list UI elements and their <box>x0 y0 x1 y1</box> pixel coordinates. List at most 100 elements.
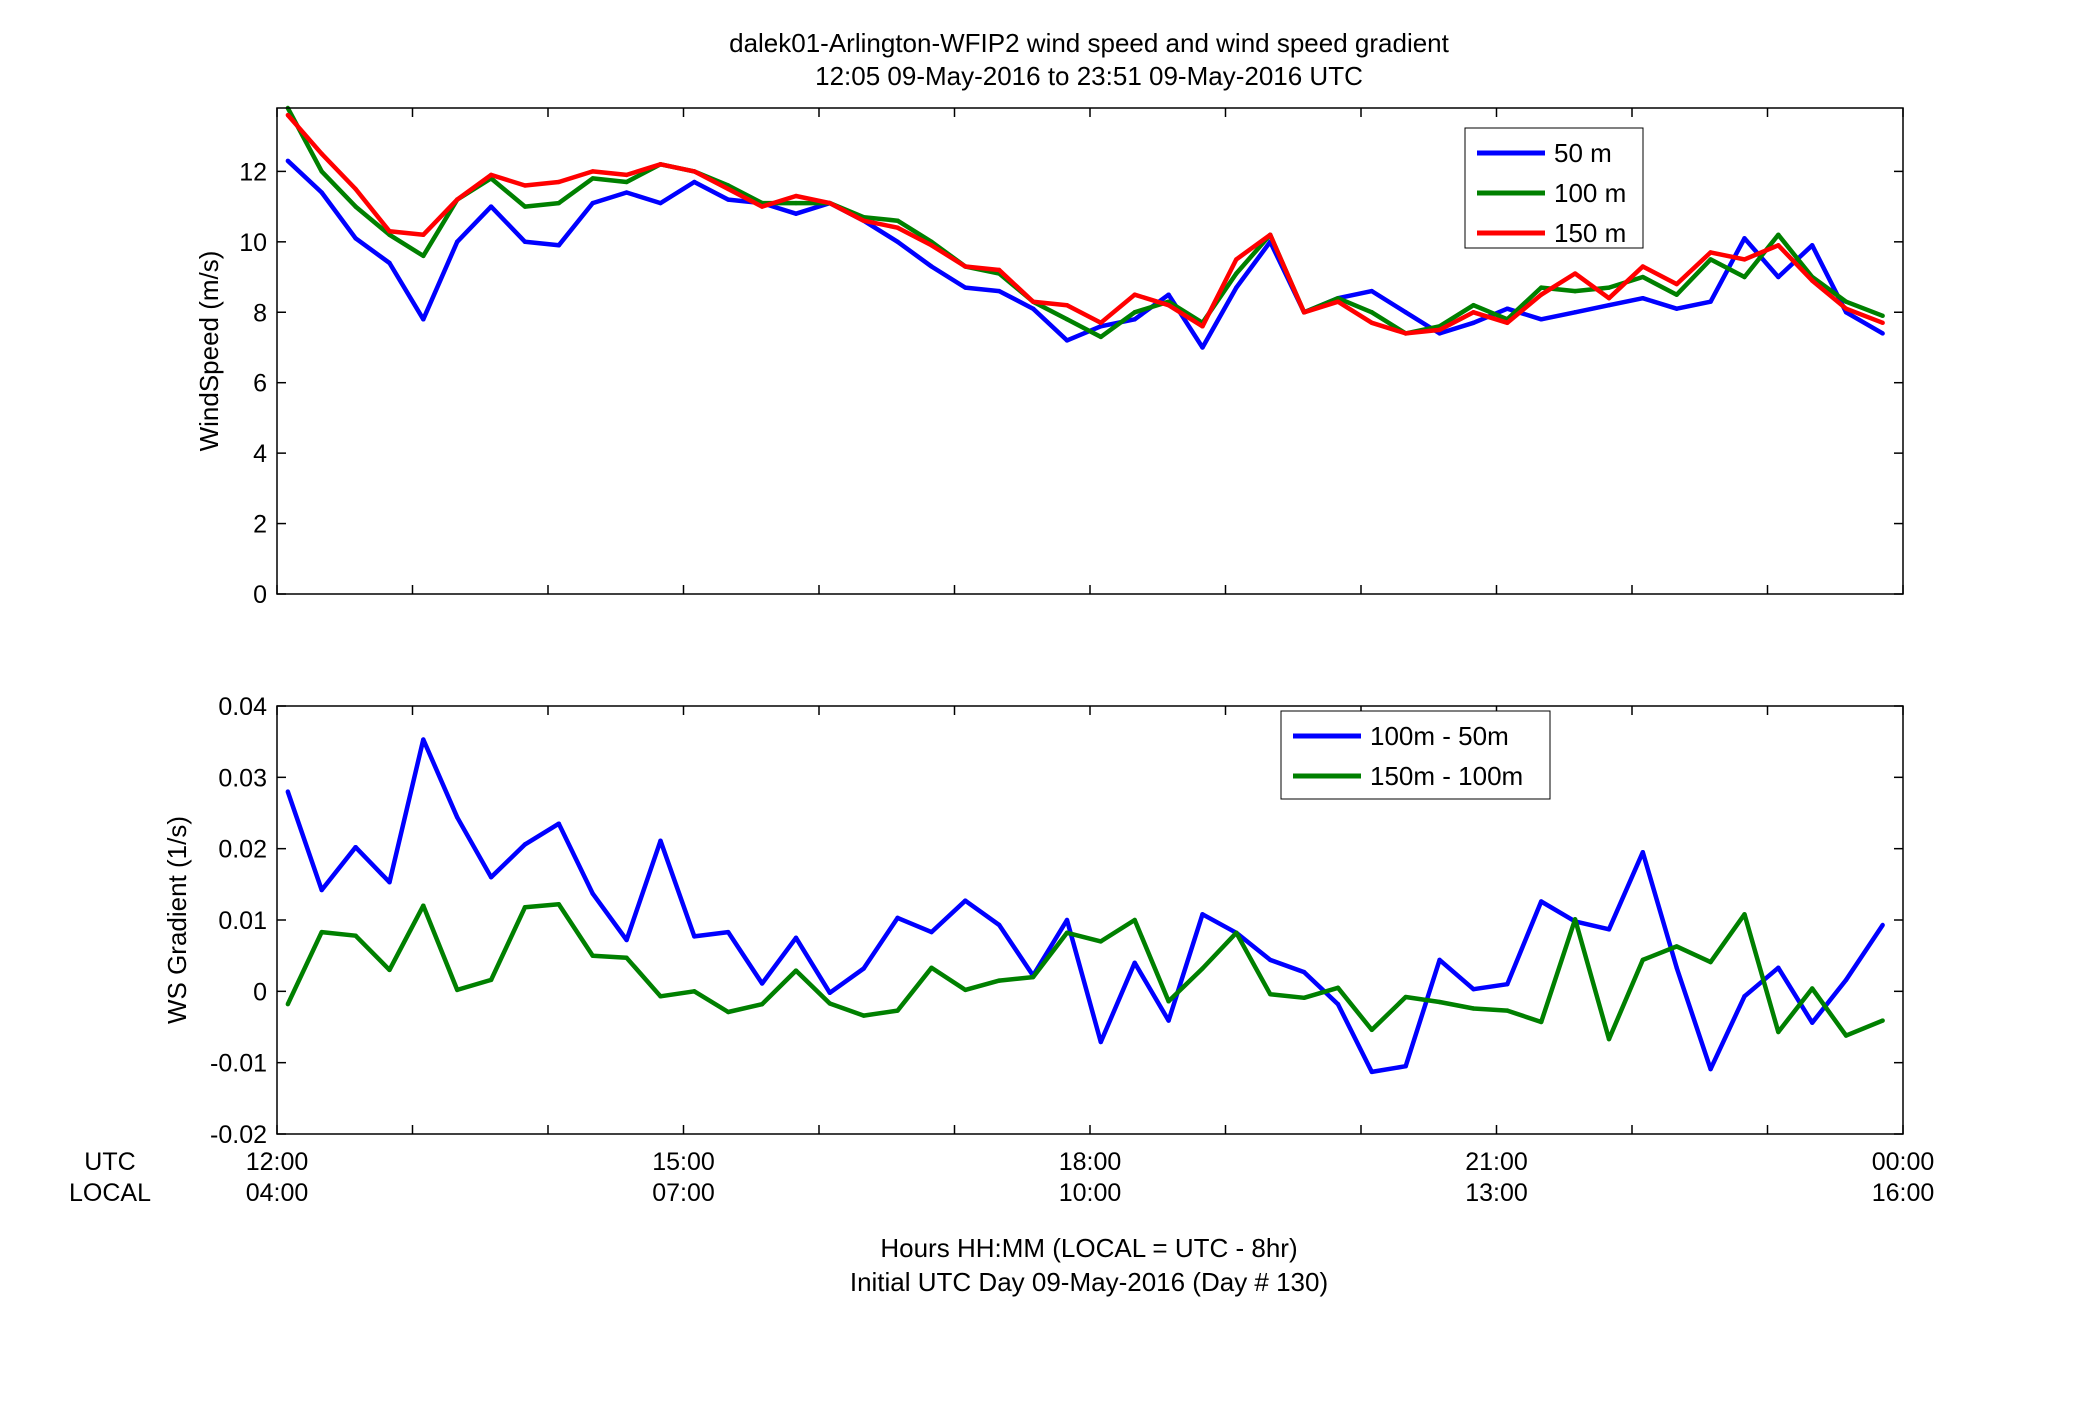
windspeed-series-150-m-point <box>1268 232 1273 237</box>
windspeed-series-150-m-point <box>1403 331 1408 336</box>
windspeed-ytick-label: 12 <box>239 158 267 186</box>
windspeed-series-100-m-point <box>1742 274 1747 280</box>
gradient-series-150m-100m-point <box>1369 1027 1375 1033</box>
gradient-series-150m-100m-point <box>726 1009 731 1015</box>
windspeed-series-150-m-line <box>286 113 1884 336</box>
windspeed-series-150-m-point <box>1030 299 1036 304</box>
windspeed-series-150-m-point <box>455 197 460 202</box>
windspeed-series-50-m-point <box>1132 317 1137 322</box>
gradient-ytick-label: 0.02 <box>218 836 267 864</box>
gradient-series-100m-50m-point <box>692 934 697 939</box>
utc-row-label: UTC <box>84 1148 135 1176</box>
windspeed-series-150-m-point <box>1810 278 1815 283</box>
windspeed-series-150-m-point <box>387 229 392 234</box>
gradient-series-100m-50m-point <box>1843 977 1849 983</box>
windspeed-series-150-m-point <box>1234 257 1239 262</box>
windspeed-series-50-m-point <box>590 200 595 206</box>
windspeed-series-50-m-point <box>1166 292 1171 297</box>
gradient-ytick-label: 0 <box>253 978 267 1006</box>
gradient-series-150m-100m-point <box>692 989 697 994</box>
windspeed-series-150-m-point <box>1064 303 1070 308</box>
windspeed-ytick-label: 0 <box>253 581 267 609</box>
x-tick-labels: 12:00 04:00 15:00 07:00 18:00 10:00 21:00 13:00… <box>246 1148 1935 1207</box>
windspeed-series-50-m-point <box>1880 331 1885 336</box>
windspeed-series-100-m-point <box>1776 232 1781 237</box>
windspeed-series-50-m-point <box>1234 285 1239 290</box>
gradient-series-150m-100m-point <box>1539 1019 1544 1025</box>
windspeed-series-150-m-point <box>1437 327 1442 333</box>
windspeed-series-150-m-point <box>1098 320 1104 326</box>
gradient-series-150m-100m-point <box>1064 930 1070 936</box>
windspeed-series-100-m-point <box>1471 303 1476 308</box>
gradient-series-100m-50m-point <box>1674 965 1679 970</box>
gradient-series-100m-50m-point <box>726 929 731 935</box>
gradient-series-100m-50m-point <box>1301 969 1307 975</box>
gradient-series-150m-100m-point <box>1268 991 1273 997</box>
x-tick-label-utc: 12:00 <box>246 1148 309 1176</box>
windspeed-series-100-m-point <box>319 169 324 174</box>
windspeed-series-100-m-point <box>1064 317 1070 322</box>
gradient-series-100m-50m-point <box>1505 982 1510 987</box>
chart-title-line2: 12:05 09-May-2016 to 23:51 09-May-2016 U… <box>815 61 1363 91</box>
windspeed-series-150-m-point <box>624 172 629 178</box>
gradient-series-150m-100m-point <box>1030 974 1036 980</box>
gradient-ytick-label: 0.04 <box>218 693 267 721</box>
x-tick-label-utc: 15:00 <box>652 1148 715 1176</box>
gradient-series-100m-50m-point <box>997 922 1002 928</box>
x-tick-label-local: 16:00 <box>1872 1179 1935 1207</box>
gradient-series-100m-50m-point <box>285 789 291 794</box>
gradient-series-150m-100m-point <box>353 933 358 938</box>
gradient-series-layer <box>285 737 1885 1075</box>
windspeed-series-150-m-point <box>1200 324 1205 329</box>
windspeed-series-50-m-point <box>1776 274 1781 280</box>
windspeed-series-150-m-point <box>827 200 833 206</box>
windspeed-series-150-m-point <box>1674 281 1679 287</box>
gradient-series-100m-50m-point <box>1200 912 1205 917</box>
windspeed-series-50-m-point <box>963 285 968 290</box>
windspeed-series-150-m-point <box>1606 295 1612 301</box>
gradient-series-150m-100m-point <box>1132 917 1137 923</box>
gradient-series-150m-100m-point <box>1166 999 1171 1004</box>
windspeed-series-50-m-point <box>319 190 324 195</box>
x-tick-label-utc: 18:00 <box>1059 1148 1122 1176</box>
windspeed-series-50-m-point <box>421 317 426 322</box>
windspeed-series-150-m-point <box>421 232 426 237</box>
windspeed-series-100-m-point <box>1539 285 1544 290</box>
windspeed-series-100-m-point <box>1606 285 1612 290</box>
gradient-series-100m-50m-point <box>1776 965 1781 970</box>
x-tick-label-utc: 00:00 <box>1872 1148 1935 1176</box>
windspeed-series-150-m-point <box>556 179 562 185</box>
gradient-series-150m-100m-point <box>455 987 460 993</box>
windspeed-series-50-m-point <box>997 288 1002 294</box>
gradient-series-150m-100m-point <box>1640 957 1646 963</box>
windspeed-series-50-m-point <box>1539 317 1544 322</box>
gradient-series-150m-100m-point <box>827 1001 833 1006</box>
windspeed-series-150-m-point <box>353 186 358 192</box>
gradient-series-100m-50m-point <box>1810 1020 1815 1025</box>
windspeed-series-50-m-point <box>522 239 528 245</box>
windspeed-series-150-m-point <box>1471 310 1476 315</box>
gradient-series-100m-50m-point <box>590 891 595 896</box>
gradient-series-100m-50m-point <box>522 842 528 847</box>
windspeed-series-50-m-point <box>1369 288 1375 294</box>
windspeed-series-100-m-point <box>793 200 799 206</box>
gradient-series-100m-50m-point <box>455 815 460 820</box>
windspeed-series-100-m-point <box>590 176 595 181</box>
windspeed-series-100-m-point <box>522 204 528 209</box>
windspeed-series-50-m-point <box>488 204 494 209</box>
gradient-series-150m-100m-point <box>861 1013 866 1018</box>
windspeed-series-50-m-line <box>286 159 1884 350</box>
windspeed-ytick-label: 6 <box>253 370 267 398</box>
windspeed-series-100-m-point <box>1098 334 1104 340</box>
windspeed-series-150-m-point <box>1776 243 1781 248</box>
gradient-series-100m-50m-point <box>1539 899 1544 904</box>
gradient-series-150m-100m-point <box>1403 994 1408 1000</box>
gradient-ytick-label: -0.01 <box>210 1050 267 1078</box>
gradient-series-150m-100m-point <box>1301 995 1307 1000</box>
gradient-series-150m-100m-point <box>1471 1006 1476 1011</box>
gradient-tick-layer: -0.02 -0.01 0 0.01 0.02 0.03 0.04 <box>210 693 1904 1149</box>
gradient-series-150m-100m-point <box>285 1001 291 1007</box>
windspeed-series-100-m-point <box>895 218 900 223</box>
gradient-series-100m-50m-point <box>1437 957 1442 963</box>
windspeed-series-150-m-point <box>793 193 799 199</box>
